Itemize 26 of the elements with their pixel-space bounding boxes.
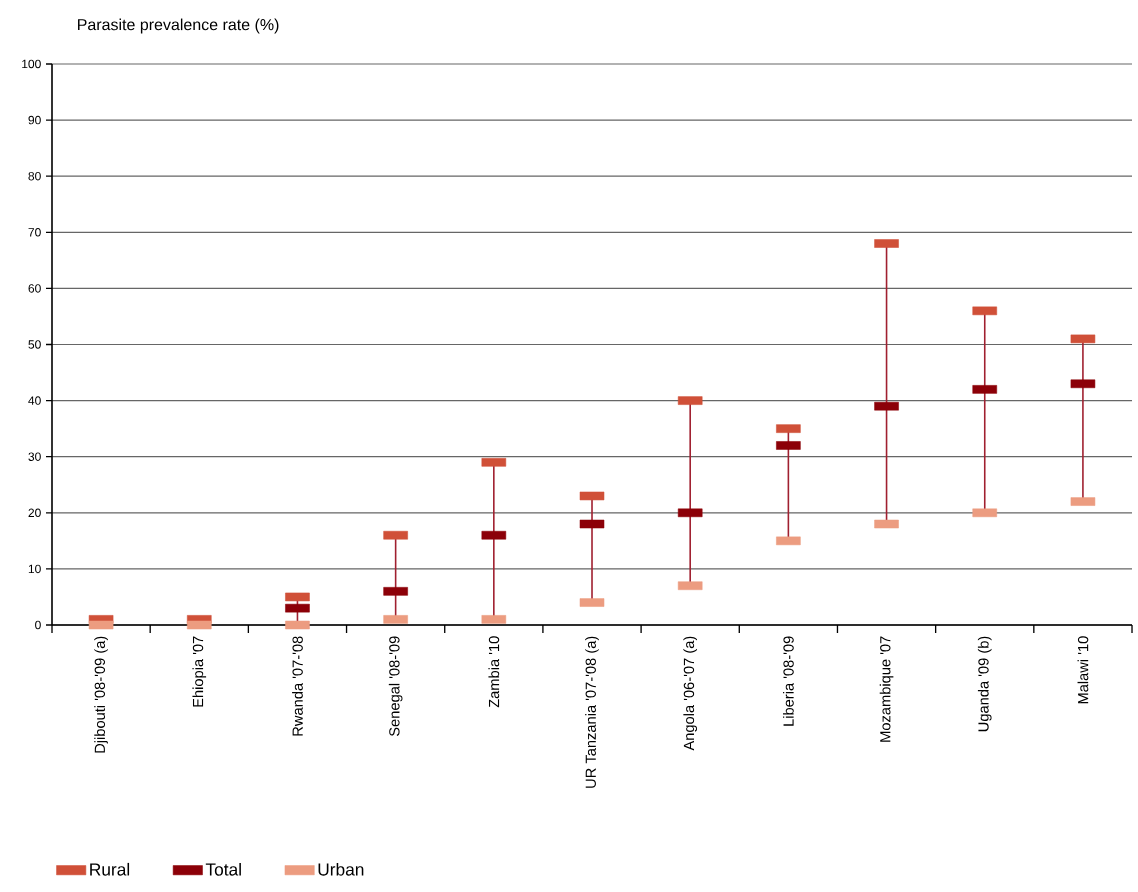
x-tick-label: Liberia '08-'09	[782, 636, 794, 726]
y-tick-label: 100	[22, 59, 41, 69]
x-tick-label: Senegal '08-'09	[388, 636, 403, 737]
y-tick-label: 60	[28, 284, 41, 293]
x-tick-label: UR Tanzania '07-'08 (a)	[585, 636, 599, 788]
y-tick-label: 0	[35, 620, 41, 630]
x-tick-label: Mozambique '07	[879, 636, 894, 742]
legend-label: Total	[205, 862, 241, 876]
x-tick-label: Rwanda '07-'08	[292, 636, 303, 736]
y-tick-label: 20	[28, 508, 41, 518]
x-tick-label: Ehiopia '07	[192, 636, 207, 707]
x-tick-label: Zambia '10	[488, 636, 500, 708]
y-axis-title: Parasite prevalence rate (%)	[78, 18, 279, 34]
y-tick-label: 10	[28, 564, 41, 574]
x-tick-label: Angola '06-'07 (a)	[683, 636, 698, 751]
y-tick-label: 90	[28, 115, 41, 125]
x-tick-label: Djibouti '08-'09 (a)	[94, 636, 108, 753]
y-tick-label: 50	[28, 340, 41, 349]
y-tick-label: 80	[28, 171, 41, 181]
legend-label: Rural	[90, 862, 130, 876]
y-tick-label: 40	[28, 396, 41, 405]
x-tick-label: Uganda '09 (b)	[977, 636, 992, 732]
x-tick-label: Malawi '10	[1077, 636, 1089, 704]
y-tick-label: 30	[28, 452, 41, 461]
legend-label: Urban	[318, 862, 364, 876]
y-tick-label: 70	[28, 228, 41, 237]
